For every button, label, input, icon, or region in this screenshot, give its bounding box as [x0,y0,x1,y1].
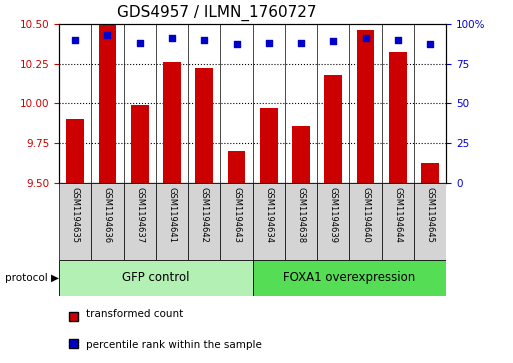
Point [394,37,402,42]
Point [135,40,144,46]
Bar [389,52,407,183]
Text: transformed count: transformed count [86,309,184,319]
Point [426,41,435,47]
Text: GSM1194635: GSM1194635 [71,187,80,243]
Bar [252,260,446,296]
Bar [324,75,342,183]
Bar [260,108,278,183]
Bar [357,30,374,183]
Text: GSM1194641: GSM1194641 [167,187,176,243]
Text: GSM1194637: GSM1194637 [135,187,144,243]
Text: GSM1194645: GSM1194645 [426,187,435,243]
Text: GSM1194640: GSM1194640 [361,187,370,243]
Text: GSM1194636: GSM1194636 [103,187,112,243]
Point [297,40,305,46]
Bar [285,183,317,260]
Text: GSM1194634: GSM1194634 [264,187,273,243]
Text: GFP control: GFP control [122,271,190,284]
Bar [252,183,285,260]
Bar [131,105,149,183]
Bar [382,183,414,260]
Bar [59,183,91,260]
Point [168,35,176,41]
Bar [349,183,382,260]
Point [200,37,208,42]
Text: GSM1194644: GSM1194644 [393,187,402,243]
Text: FOXA1 overexpression: FOXA1 overexpression [283,271,416,284]
Bar [317,183,349,260]
Text: GDS4957 / ILMN_1760727: GDS4957 / ILMN_1760727 [117,5,317,21]
Point [232,41,241,47]
Bar [124,183,156,260]
Text: GSM1194638: GSM1194638 [297,187,306,243]
Bar [188,183,221,260]
Bar [91,183,124,260]
Point [265,40,273,46]
Bar [163,62,181,183]
Bar [66,119,84,183]
Bar [59,260,252,296]
Text: GSM1194642: GSM1194642 [200,187,209,243]
Text: GSM1194643: GSM1194643 [232,187,241,243]
Text: percentile rank within the sample: percentile rank within the sample [86,340,262,350]
Bar [421,163,439,183]
Bar [98,24,116,183]
Point [329,38,338,44]
Bar [195,68,213,183]
Bar [228,151,245,183]
Point [71,37,79,42]
Point [103,32,111,38]
Text: GSM1194639: GSM1194639 [329,187,338,243]
Bar [292,126,310,183]
Point [362,35,370,41]
Bar [414,183,446,260]
Text: protocol ▶: protocol ▶ [5,273,59,283]
Bar [221,183,252,260]
Bar [156,183,188,260]
